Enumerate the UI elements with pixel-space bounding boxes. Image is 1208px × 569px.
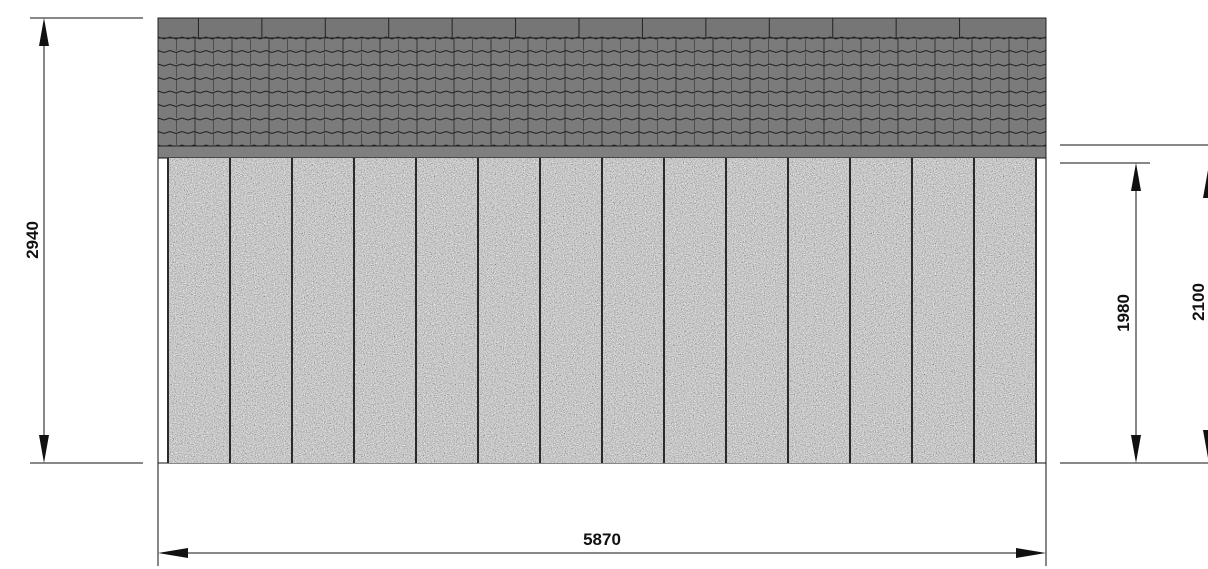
- roof-ridge-band: [157, 17, 1047, 39]
- granite-texture: [478, 158, 540, 463]
- arrow-down-icon: [39, 435, 49, 463]
- granite-texture: [664, 158, 726, 463]
- roof-tile-course: [157, 103, 1047, 108]
- arrow-up-icon: [1131, 163, 1141, 191]
- arrow-up-icon: [1203, 170, 1208, 198]
- dimension-total-width: 5870: [157, 463, 1047, 566]
- arrow-down-icon: [1203, 430, 1208, 458]
- roof-eave: [157, 145, 1047, 159]
- granite-texture: [416, 158, 478, 463]
- dimension-label-panel-height: 1980: [1114, 294, 1133, 332]
- granite-texture: [974, 158, 1036, 463]
- roof-ridge-tiles: [197, 18, 961, 38]
- granite-texture: [168, 158, 230, 463]
- roof-tile-course: [157, 36, 1047, 40]
- dimension-label-total-width: 5870: [583, 530, 621, 549]
- roof-tile-course: [157, 130, 1047, 135]
- granite-texture: [788, 158, 850, 463]
- roof: [157, 17, 1047, 159]
- arrow-left-icon: [158, 548, 188, 558]
- granite-texture: [912, 158, 974, 463]
- arrow-right-icon: [1016, 548, 1046, 558]
- granite-texture: [726, 158, 788, 463]
- arrow-down-icon: [1131, 435, 1141, 463]
- granite-texture: [230, 158, 292, 463]
- roof-tile-course: [157, 76, 1047, 81]
- dimension-wall-height: 2100: [1060, 144, 1208, 458]
- granite-texture: [850, 158, 912, 463]
- granite-texture: [540, 158, 602, 463]
- dimension-label-wall-height: 2100: [1189, 283, 1208, 321]
- roof-tile-course: [157, 49, 1047, 54]
- arrow-up-icon: [39, 18, 49, 46]
- dimension-panel-height: 1980: [1060, 162, 1208, 464]
- dimension-total-height: 2940: [23, 17, 143, 464]
- dimension-label-total-height: 2940: [23, 221, 42, 259]
- granite-texture: [354, 158, 416, 463]
- granite-panels: [167, 158, 1037, 463]
- roof-tile-course: [157, 63, 1047, 67]
- granite-texture: [292, 158, 354, 463]
- roof-tile-course: [157, 117, 1047, 121]
- roof-tile-course: [157, 90, 1047, 94]
- granite-texture: [602, 158, 664, 463]
